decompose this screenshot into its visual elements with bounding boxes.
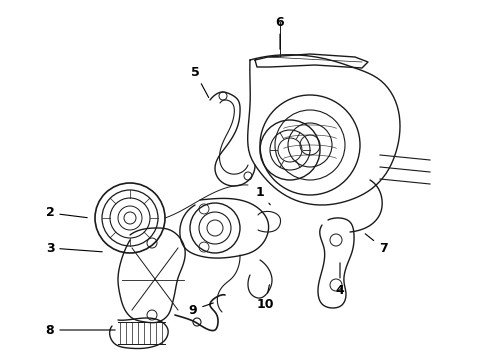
Text: 7: 7	[365, 234, 388, 255]
Text: 6: 6	[276, 15, 284, 49]
Text: 5: 5	[191, 66, 209, 98]
Text: 8: 8	[46, 324, 115, 337]
Text: 4: 4	[336, 263, 344, 297]
Text: 9: 9	[189, 303, 213, 316]
Text: 2: 2	[46, 207, 87, 220]
Text: 1: 1	[256, 185, 270, 205]
Text: 3: 3	[46, 242, 102, 255]
Text: 10: 10	[256, 285, 274, 311]
